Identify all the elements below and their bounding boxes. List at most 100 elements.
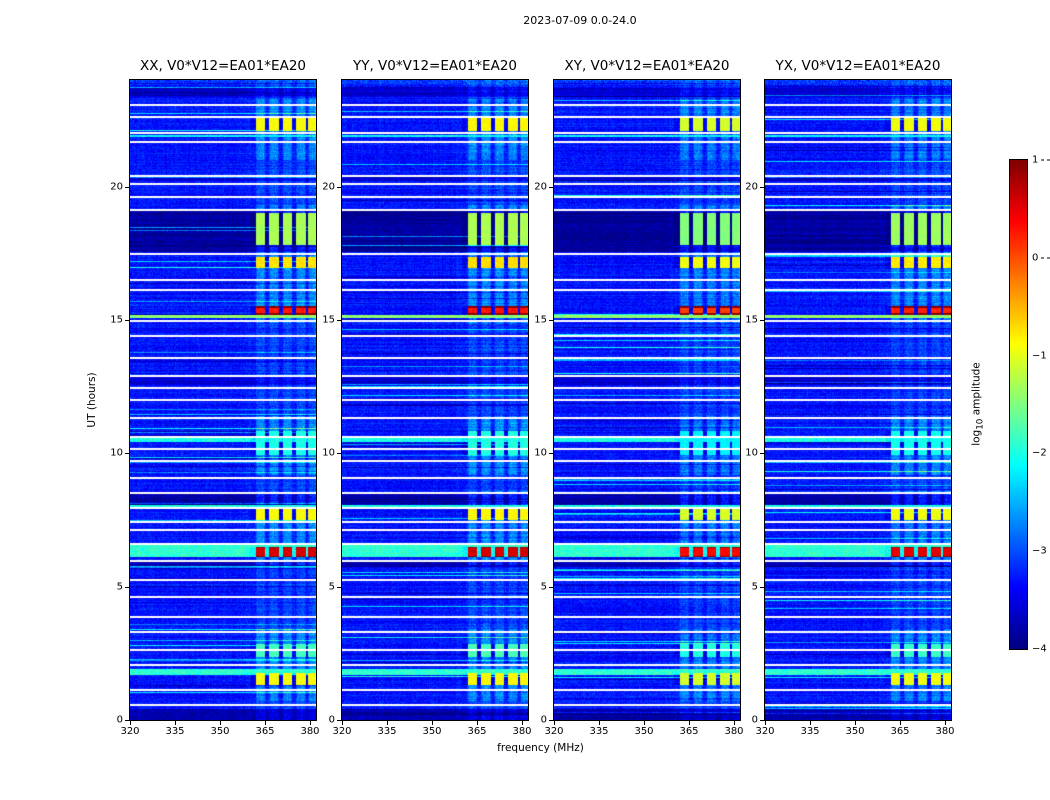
x-tick-label: 350	[845, 726, 865, 737]
x-tick-label: 335	[377, 726, 397, 737]
x-tick-mark	[310, 721, 311, 725]
y-tick-label: 5	[116, 581, 123, 593]
colorbar-tick: −2	[1032, 448, 1050, 459]
y-tick-label: 5	[540, 581, 547, 593]
y-tick-mark	[337, 586, 341, 588]
x-tick-label: 320	[120, 726, 140, 737]
x-tick-mark	[689, 721, 690, 725]
colorbar-label-suffix: amplitude	[970, 362, 983, 419]
x-tick-mark	[765, 721, 766, 725]
x-tick-label: 320	[755, 726, 775, 737]
y-tick-label: 0	[540, 714, 547, 726]
colorbar-tick: 0	[1032, 252, 1050, 263]
colorbar-tick-label: −3	[1032, 545, 1047, 557]
x-tick-mark	[220, 721, 221, 725]
y-tick-mark	[337, 720, 341, 721]
y-tick-mark	[760, 186, 764, 188]
y-tick-mark	[549, 720, 553, 721]
x-tick-mark	[644, 721, 645, 725]
colorbar-tick: −1	[1032, 350, 1050, 361]
x-tick-label: 320	[544, 726, 564, 737]
panel-title: YY, V0*V12=EA01*EA20	[352, 58, 517, 74]
x-tick-label: 365	[679, 726, 699, 737]
x-tick-mark	[855, 721, 856, 725]
y-tick-label: 20	[322, 181, 335, 193]
colorbar-tick-label: 0	[1032, 252, 1039, 264]
y-tick-label: 20	[534, 181, 547, 193]
x-tick-mark	[522, 721, 523, 725]
x-tick-label: 335	[589, 726, 609, 737]
colorbar-tick-label: −1	[1032, 350, 1047, 362]
x-tick-mark	[130, 721, 131, 725]
colorbar-tick-dash	[1041, 159, 1050, 161]
y-tick-mark	[549, 320, 553, 321]
y-tick-label: 20	[745, 181, 758, 193]
x-tick-mark	[734, 721, 735, 725]
y-tick-mark	[337, 320, 341, 321]
x-tick-mark	[599, 721, 600, 725]
x-tick-mark	[387, 721, 388, 725]
y-tick-label: 15	[322, 314, 335, 326]
x-tick-label: 380	[300, 726, 320, 737]
x-tick-mark	[945, 721, 946, 725]
y-tick-mark	[549, 186, 553, 188]
y-tick-mark	[125, 720, 129, 721]
y-tick-label: 0	[116, 714, 123, 726]
x-tick-mark	[342, 721, 343, 725]
panel-title: YX, V0*V12=EA01*EA20	[775, 58, 941, 74]
y-tick-mark	[125, 186, 129, 188]
colorbar-label: log10 amplitude	[970, 362, 985, 446]
x-tick-mark	[810, 721, 811, 725]
y-tick-mark	[337, 453, 341, 455]
x-tick-label: 335	[800, 726, 820, 737]
y-tick-label: 10	[534, 447, 547, 459]
x-tick-label: 350	[210, 726, 230, 737]
x-tick-label: 320	[332, 726, 352, 737]
colorbar-tick-label: −4	[1032, 643, 1047, 655]
y-axis-label: UT (hours)	[86, 372, 98, 428]
colorbar-tick-label: −2	[1032, 447, 1047, 459]
spectrogram-canvas	[553, 79, 741, 721]
x-tick-label: 380	[512, 726, 532, 737]
y-tick-label: 15	[745, 314, 758, 326]
y-tick-mark	[337, 186, 341, 188]
y-tick-mark	[125, 453, 129, 455]
x-tick-mark	[900, 721, 901, 725]
y-tick-label: 5	[328, 581, 335, 593]
y-tick-mark	[760, 320, 764, 321]
x-tick-label: 380	[724, 726, 744, 737]
y-tick-label: 10	[110, 447, 123, 459]
x-tick-label: 335	[165, 726, 185, 737]
y-tick-label: 15	[110, 314, 123, 326]
y-tick-label: 15	[534, 314, 547, 326]
colorbar-tick-dash	[1041, 257, 1050, 259]
y-tick-label: 10	[322, 447, 335, 459]
x-tick-mark	[554, 721, 555, 725]
colorbar	[1009, 159, 1028, 650]
x-tick-mark	[477, 721, 478, 725]
x-tick-mark	[175, 721, 176, 725]
y-tick-label: 0	[328, 714, 335, 726]
x-tick-label: 365	[890, 726, 910, 737]
x-tick-label: 350	[634, 726, 654, 737]
colorbar-label-sub: 10	[975, 418, 986, 430]
y-tick-mark	[760, 453, 764, 455]
spectrogram-canvas	[764, 79, 952, 721]
panel-title: XY, V0*V12=EA01*EA20	[564, 58, 730, 74]
x-tick-mark	[432, 721, 433, 725]
x-axis-label: frequency (MHz)	[497, 742, 584, 754]
colorbar-tick-label: 1	[1032, 154, 1039, 166]
y-tick-label: 20	[110, 181, 123, 193]
y-tick-mark	[125, 320, 129, 321]
y-tick-mark	[549, 586, 553, 588]
x-tick-label: 365	[255, 726, 275, 737]
y-tick-label: 5	[751, 581, 758, 593]
spectrogram-canvas	[129, 79, 317, 721]
x-tick-label: 380	[935, 726, 955, 737]
y-tick-mark	[549, 453, 553, 455]
y-tick-mark	[760, 586, 764, 588]
colorbar-label-text: log	[970, 429, 983, 446]
spectrogram-canvas	[341, 79, 529, 721]
figure-title: 2023-07-09 0.0-24.0	[523, 14, 637, 27]
